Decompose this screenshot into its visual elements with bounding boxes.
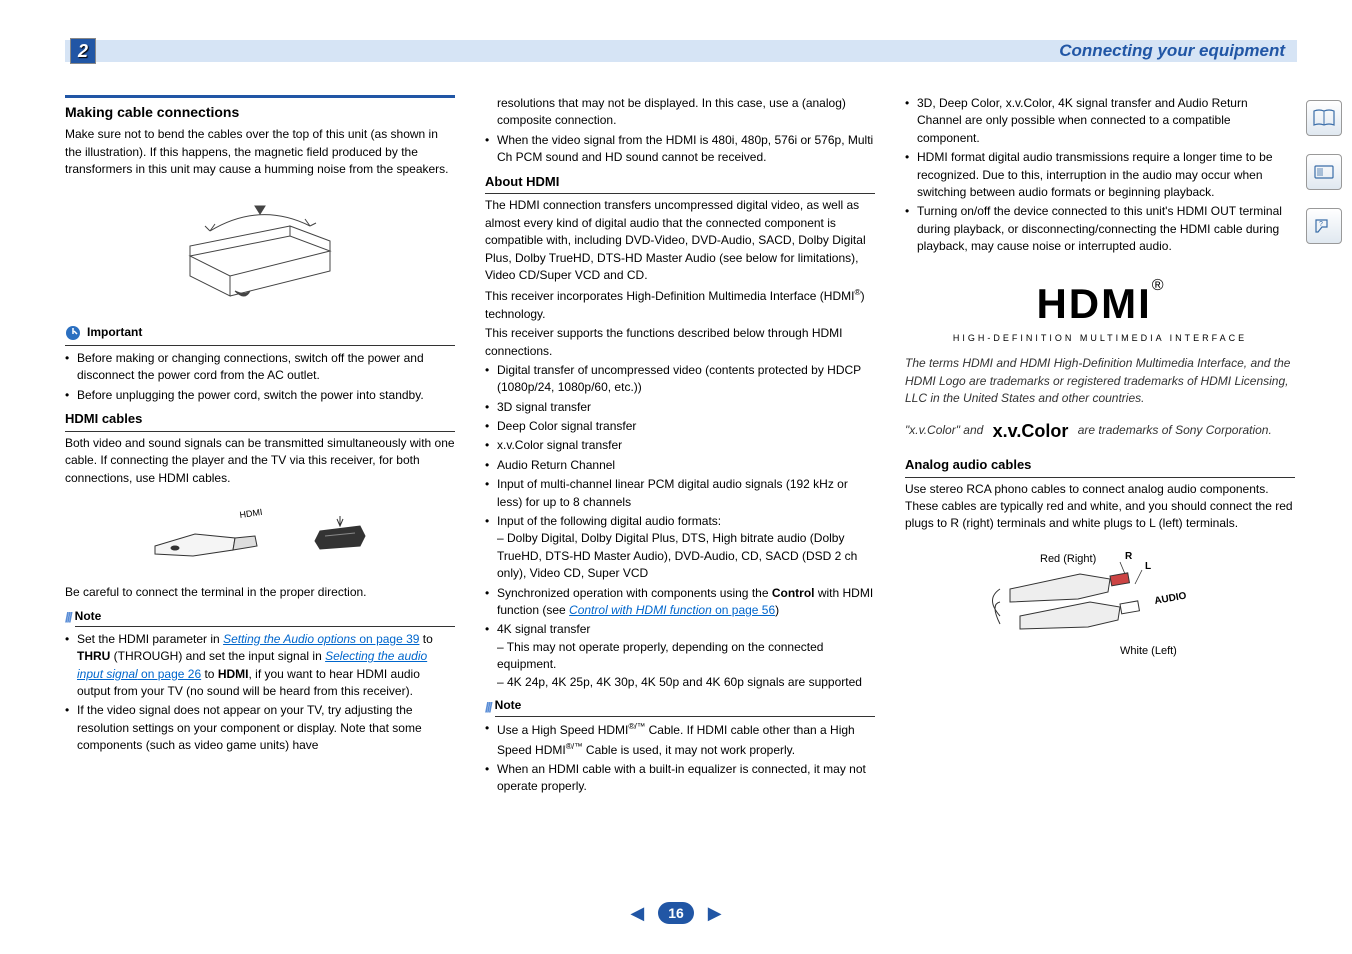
- trademark-2: "x.v.Color" and x.v.Color are trademarks…: [905, 418, 1295, 444]
- svg-text:White (Left): White (Left): [1120, 645, 1177, 657]
- column-3: 3D, Deep Color, x.v.Color, 4K signal tra…: [905, 95, 1295, 798]
- device-icon[interactable]: [1306, 154, 1342, 190]
- important-icon: [65, 325, 81, 341]
- important-label: Important: [87, 324, 142, 341]
- list-item: Set the HDMI parameter in Setting the Au…: [65, 631, 455, 701]
- note-label: Note: [75, 608, 455, 627]
- list-item: x.v.Color signal transfer: [485, 437, 875, 454]
- link-audio-options[interactable]: Setting the Audio options on page 39: [223, 632, 419, 646]
- list-item: If the video signal does not appear on y…: [65, 702, 455, 754]
- cont-list: When the video signal from the HDMI is 4…: [485, 132, 875, 167]
- list-item: Before unplugging the power cord, switch…: [65, 387, 455, 404]
- hdmi-cable-illustration: HDMI: [130, 493, 390, 578]
- red-label: Red (Right): [1040, 553, 1096, 565]
- list-item: Use a High Speed HDMI®/™ Cable. If HDMI …: [485, 720, 875, 759]
- heading-making-cable: Making cable connections: [65, 95, 455, 122]
- xvcolor-logo: x.v.Color: [993, 421, 1069, 441]
- text: to: [419, 632, 432, 646]
- hdmi-logo: HDMI® HIGH-DEFINITION MULTIMEDIA INTERFA…: [905, 274, 1295, 346]
- column-1: Making cable connections Make sure not t…: [65, 95, 455, 798]
- list-item: Input of multi-channel linear PCM digita…: [485, 476, 875, 511]
- important-heading: Important: [65, 324, 455, 345]
- next-page-icon[interactable]: ▶: [708, 903, 722, 924]
- list-item: Audio Return Channel: [485, 457, 875, 474]
- column-2: resolutions that may not be displayed. I…: [485, 95, 875, 798]
- list-item: 3D, Deep Color, x.v.Color, 4K signal tra…: [905, 95, 1295, 147]
- note-icon: ///: [65, 607, 71, 627]
- note-list: Set the HDMI parameter in Setting the Au…: [65, 631, 455, 755]
- page-number: 16: [658, 902, 694, 924]
- heading-about-hdmi: About HDMI: [485, 173, 875, 195]
- chapter-number-badge: 2: [70, 38, 96, 64]
- text: to: [201, 667, 218, 681]
- prev-page-icon[interactable]: ◀: [630, 903, 644, 924]
- para-analog: Use stereo RCA phono cables to connect a…: [905, 481, 1295, 533]
- content-columns: Making cable connections Make sure not t…: [65, 95, 1295, 798]
- list-item: Deep Color signal transfer: [485, 418, 875, 435]
- important-list: Before making or changing connections, s…: [65, 350, 455, 404]
- link-control-hdmi[interactable]: Control with HDMI function on page 56: [569, 603, 775, 617]
- text: Set the HDMI parameter in: [77, 632, 223, 646]
- note-label: Note: [495, 697, 875, 716]
- chapter-header: 2 Connecting your equipment: [65, 40, 1297, 62]
- list-item: Turning on/off the device connected to t…: [905, 203, 1295, 255]
- note-heading: /// Note: [65, 607, 455, 627]
- trademark-1: The terms HDMI and HDMI High-Definition …: [905, 355, 1295, 407]
- text-thru: THRU: [77, 649, 110, 663]
- bullets-col3: 3D, Deep Color, x.v.Color, 4K signal tra…: [905, 95, 1295, 256]
- para-about2: This receiver incorporates High-Definiti…: [485, 286, 875, 323]
- svg-text:?: ?: [1319, 221, 1323, 228]
- note-list-2: Use a High Speed HDMI®/™ Cable. If HDMI …: [485, 720, 875, 796]
- note-heading-2: /// Note: [485, 697, 875, 717]
- para-making: Make sure not to bend the cables over th…: [65, 126, 455, 178]
- svg-text:R: R: [1125, 551, 1133, 562]
- page-navigation: ◀ 16 ▶: [0, 902, 1352, 924]
- heading-hdmi-cables: HDMI cables: [65, 410, 455, 432]
- list-item: Input of the following digital audio for…: [485, 513, 875, 583]
- para-about3: This receiver supports the functions des…: [485, 325, 875, 360]
- text-hdmi: HDMI: [218, 667, 249, 681]
- heading-analog: Analog audio cables: [905, 456, 1295, 478]
- book-icon[interactable]: [1306, 100, 1342, 136]
- list-item: 4K signal transfer– This may not operate…: [485, 621, 875, 691]
- list-item: 3D signal transfer: [485, 399, 875, 416]
- list-item: HDMI format digital audio transmissions …: [905, 149, 1295, 201]
- list-item: Synchronized operation with components u…: [485, 585, 875, 620]
- rca-illustration: Red (Right) R L AUDIO White (Left): [970, 539, 1230, 669]
- para-cont1: resolutions that may not be displayed. I…: [485, 95, 875, 130]
- help-icon[interactable]: ?: [1306, 208, 1342, 244]
- unit-illustration: [145, 186, 375, 316]
- note-icon: ///: [485, 697, 491, 717]
- list-item: When the video signal from the HDMI is 4…: [485, 132, 875, 167]
- chapter-title: Connecting your equipment: [1059, 41, 1285, 61]
- svg-text:HDMI: HDMI: [239, 506, 263, 519]
- para-careful: Be careful to connect the terminal in th…: [65, 584, 455, 601]
- para-about1: The HDMI connection transfers uncompress…: [485, 197, 875, 284]
- svg-text:AUDIO: AUDIO: [1154, 590, 1188, 606]
- para-hdmi-cables: Both video and sound signals can be tran…: [65, 435, 455, 487]
- feature-list: Digital transfer of uncompressed video (…: [485, 362, 875, 691]
- list-item: Digital transfer of uncompressed video (…: [485, 362, 875, 397]
- list-item: When an HDMI cable with a built-in equal…: [485, 761, 875, 796]
- hdmi-logo-text: HDMI®: [905, 274, 1295, 335]
- hdmi-logo-sub: HIGH-DEFINITION MULTIMEDIA INTERFACE: [905, 332, 1295, 345]
- text: (THROUGH) and set the input signal in: [110, 649, 325, 663]
- list-item: Before making or changing connections, s…: [65, 350, 455, 385]
- svg-text:L: L: [1145, 561, 1151, 572]
- side-nav-icons: ?: [1306, 100, 1342, 244]
